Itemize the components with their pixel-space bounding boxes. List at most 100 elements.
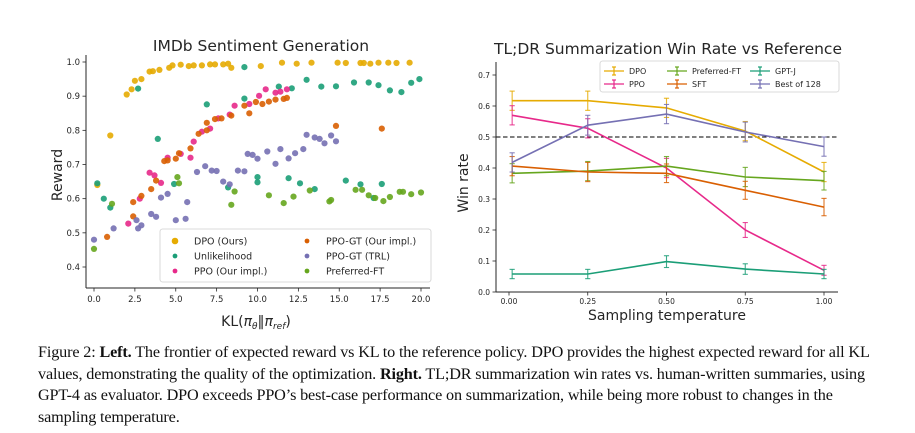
x-tick-label: 5.0 <box>169 295 183 305</box>
scatter-points <box>90 59 425 252</box>
data-point <box>94 180 101 187</box>
data-point <box>107 132 114 139</box>
legend-label: Unlikelihood <box>194 252 252 263</box>
data-point <box>318 83 325 90</box>
data-point <box>359 186 366 193</box>
data-point <box>203 101 210 108</box>
series-gpt-j <box>509 255 827 280</box>
x-tick-label: 0.75 <box>737 297 754 306</box>
data-point <box>246 110 253 117</box>
data-point <box>187 145 194 152</box>
legend-item-dpo-ours: DPO (Ours) <box>171 237 247 248</box>
legend-marker <box>172 253 178 259</box>
caption-right-label: Right. <box>379 364 422 383</box>
series-best-of-128 <box>509 103 827 173</box>
caption-left-text: The frontier of expected reward vs KL to… <box>38 343 870 383</box>
x-axis-label: Sampling temperature <box>588 308 746 324</box>
data-point <box>154 135 161 142</box>
data-point <box>416 76 423 83</box>
data-point <box>378 125 385 132</box>
legend-item-gpt-j: GPT-J <box>750 66 796 76</box>
data-point <box>385 59 392 66</box>
imdb-scatter-chart: IMDb Sentiment Generation 0.0 2.5 5.0 7.5 10… <box>50 37 432 332</box>
legend-item-unlikelihood: Unlikelihood <box>172 252 252 263</box>
error-bar <box>585 114 591 136</box>
legend-item-dpo: DPO <box>604 66 646 76</box>
error-bar <box>585 161 591 183</box>
legend-label: DPO (Ours) <box>194 237 247 248</box>
legend-label: Best of 128 <box>775 80 821 89</box>
data-point <box>265 98 272 105</box>
data-point <box>184 199 191 206</box>
legend-marker <box>750 79 770 89</box>
data-point <box>198 62 205 69</box>
error-bar <box>821 136 827 157</box>
data-point <box>211 61 219 68</box>
data-point <box>249 151 256 158</box>
data-point <box>406 59 413 66</box>
data-point <box>190 62 197 69</box>
data-point <box>285 155 292 162</box>
legend-label: Preferred-FT <box>692 67 741 76</box>
data-point <box>375 82 382 89</box>
y-tick-label: 0.8 <box>66 126 80 136</box>
legend-marker <box>604 79 624 89</box>
legend-item-ppo-our-impl: PPO (Our impl.) <box>172 267 267 278</box>
data-point <box>303 131 310 138</box>
legend-label: PPO-GT (Our impl.) <box>326 237 416 248</box>
data-point <box>380 198 387 205</box>
y-tick-label: 0.2 <box>478 226 490 235</box>
data-point <box>283 86 290 93</box>
data-point <box>104 233 111 240</box>
data-point <box>386 87 393 94</box>
data-point <box>265 192 272 199</box>
data-point <box>171 180 178 188</box>
data-point <box>300 146 307 153</box>
data-point <box>218 115 225 122</box>
series-line <box>512 99 825 173</box>
data-point <box>228 64 235 71</box>
data-point <box>130 199 137 206</box>
data-point <box>174 174 181 181</box>
chart-title: IMDb Sentiment Generation <box>153 37 369 55</box>
series-ppo-gt-our-impl <box>104 94 385 240</box>
legend-label: PPO <box>629 80 645 89</box>
data-point <box>259 100 266 108</box>
x-tick-label: 0.00 <box>501 297 518 306</box>
data-point <box>213 167 220 175</box>
data-point <box>277 88 284 95</box>
legend-frame <box>159 228 432 283</box>
data-point <box>296 180 304 187</box>
data-point <box>408 191 415 198</box>
data-point <box>360 59 367 67</box>
data-point <box>149 68 156 75</box>
data-point <box>332 83 340 90</box>
legend-label: PPO-GT (TRL) <box>326 252 390 263</box>
data-point <box>172 217 179 224</box>
data-point <box>164 190 171 197</box>
data-point <box>172 155 179 162</box>
data-point <box>125 220 132 227</box>
data-point <box>228 201 235 208</box>
legend-marker <box>304 238 310 244</box>
data-point <box>138 76 145 83</box>
data-point <box>190 138 197 145</box>
error-bar <box>509 268 515 280</box>
x-tick-label: 2.5 <box>128 295 142 305</box>
data-point <box>257 63 264 70</box>
y-tick-label: 0.9 <box>66 92 80 102</box>
data-point <box>293 60 300 67</box>
data-point <box>342 59 349 67</box>
legend-label: SFT <box>692 80 707 89</box>
data-point <box>241 102 248 109</box>
y-axis-label: Reward <box>50 149 66 201</box>
y-tick-label: 0.5 <box>66 229 80 239</box>
data-point <box>342 177 349 184</box>
y-axis-label: Win rate <box>456 153 472 212</box>
data-point <box>365 192 372 199</box>
data-point <box>277 146 284 153</box>
data-point <box>157 179 165 186</box>
data-point <box>386 193 393 201</box>
data-point <box>157 194 165 201</box>
x-tick-label: 10.0 <box>248 295 267 305</box>
